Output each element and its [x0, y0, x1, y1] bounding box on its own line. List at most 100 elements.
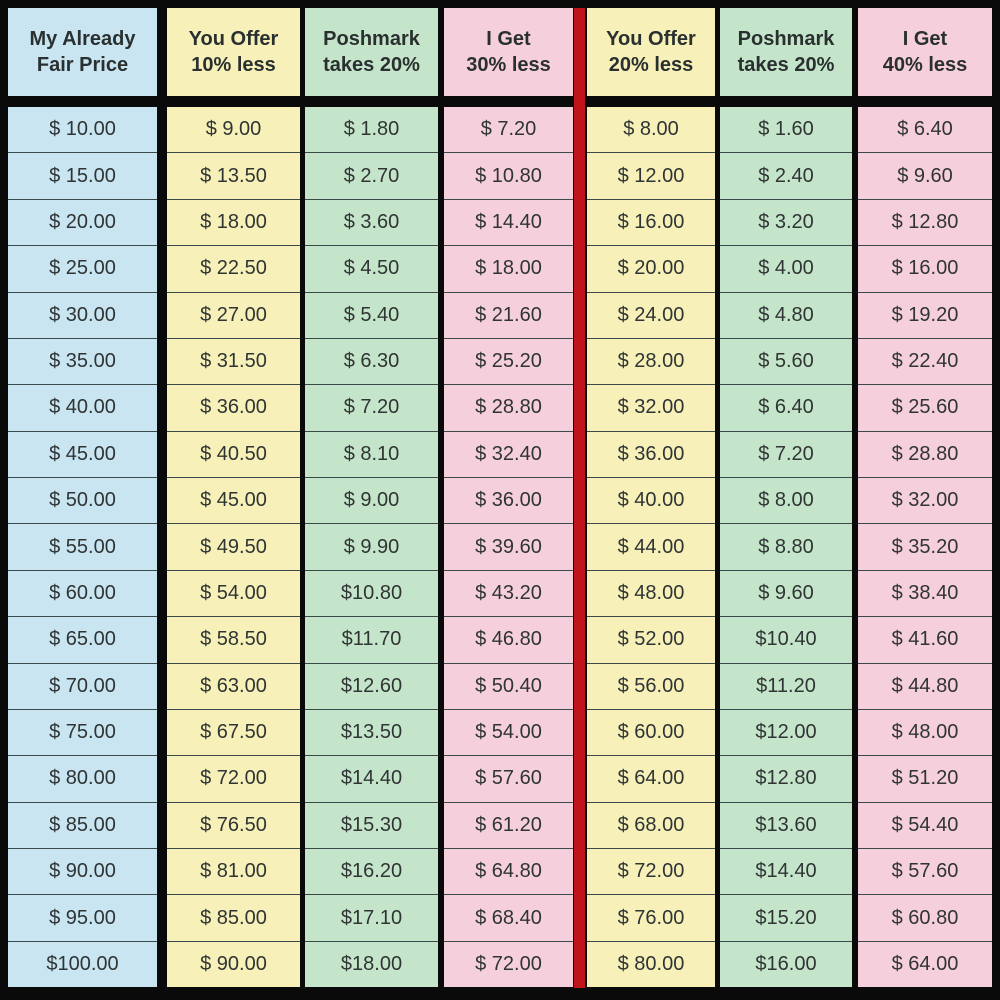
table-cell: $ 61.20 — [444, 803, 573, 849]
column-header: Poshmark takes 20% — [720, 8, 852, 96]
column-poshmark-fee-20: Poshmark takes 20% $ 1.60 $ 2.40 $ 3.20 $ 4.… — [720, 0, 852, 1000]
column-fair-price: My Already Fair Price $ 10.00 $ 15.00 $ 20.… — [8, 0, 157, 1000]
table-cell: $ 85.00 — [8, 803, 157, 849]
table-cell: $ 55.00 — [8, 524, 157, 571]
table-cell: $10.80 — [305, 571, 438, 618]
table-cell: $ 3.20 — [720, 200, 852, 247]
table-cell: $ 64.00 — [587, 756, 715, 803]
column-poshmark-fee-10: Poshmark takes 20% $ 1.80 $ 2.70 $ 3.60 $ 4.… — [305, 0, 438, 1000]
table-cell: $ 22.40 — [858, 339, 992, 386]
table-cell: $ 95.00 — [8, 895, 157, 942]
table-cell: $ 40.00 — [587, 478, 715, 525]
table-cell: $11.20 — [720, 664, 852, 710]
table-cell: $ 31.50 — [167, 339, 300, 386]
table-cell: $ 72.00 — [587, 849, 715, 896]
table-cell: $ 16.00 — [587, 200, 715, 247]
table-cell: $ 32.00 — [587, 385, 715, 432]
table-cell: $ 9.60 — [720, 571, 852, 618]
table-cell: $ 36.00 — [587, 432, 715, 478]
table-cell: $ 56.00 — [587, 664, 715, 710]
column-i-get-30: I Get 30% less $ 7.20 $ 10.80 $ 14.40 $ 18.0… — [444, 0, 573, 1000]
table-cell: $ 40.50 — [167, 432, 300, 478]
table-cell: $ 10.80 — [444, 153, 573, 200]
table-cell: $ 60.00 — [587, 710, 715, 757]
table-cell: $ 16.00 — [858, 246, 992, 293]
table-cell: $ 68.40 — [444, 895, 573, 942]
table-cell: $ 80.00 — [617, 952, 685, 975]
table-cell: $15.30 — [305, 803, 438, 849]
table-cell: $ 15.00 — [8, 153, 157, 200]
table-cell: $ 6.40 — [720, 385, 852, 432]
table-cell: $ 51.20 — [858, 756, 992, 803]
table-cell: $ 90.00 — [8, 849, 157, 896]
table-cell: $12.00 — [720, 710, 852, 757]
table-cell: $ 6.40 — [858, 107, 992, 154]
table-cell: $12.80 — [720, 756, 852, 803]
table-cell: $12.60 — [305, 664, 438, 710]
table-cell: $ 57.60 — [858, 849, 992, 896]
table-cell: $11.70 — [305, 617, 438, 664]
table-cell: $ 63.00 — [167, 664, 300, 710]
table-cell: $ 13.50 — [167, 153, 300, 200]
table-cell: $ 2.70 — [305, 153, 438, 200]
table-cell: $ 32.40 — [444, 432, 573, 478]
table-cell: $ 90.00 — [200, 952, 267, 975]
table-cell: $ 80.00 — [8, 756, 157, 803]
table-cell: $ 57.60 — [444, 756, 573, 803]
table-cell: $ 38.40 — [858, 571, 992, 618]
table-cell: $13.60 — [720, 803, 852, 849]
table-cell: $ 75.00 — [8, 710, 157, 757]
table-cell: $ 40.00 — [8, 385, 157, 432]
column-header: I Get 40% less — [858, 8, 992, 96]
table-cell: $ 50.40 — [444, 664, 573, 710]
table-cell: $14.40 — [305, 756, 438, 803]
table-cell: $ 32.00 — [858, 478, 992, 525]
table-cell: $ 7.20 — [444, 107, 573, 154]
table-cell: $ 28.80 — [444, 385, 573, 432]
table-cell: $ 7.20 — [305, 385, 438, 432]
table-cell: $ 48.00 — [858, 710, 992, 757]
table-cell: $ 9.00 — [167, 107, 300, 154]
table-cell: $ 22.50 — [167, 246, 300, 293]
table-cell: $ 54.00 — [167, 571, 300, 618]
table-cell: $ 8.80 — [720, 524, 852, 571]
table-cell: $ 25.00 — [8, 246, 157, 293]
table-cell: $18.00 — [340, 952, 403, 975]
table-cell: $ 28.00 — [587, 339, 715, 386]
table-cell: $ 45.00 — [167, 478, 300, 525]
table-cell: $ 8.10 — [305, 432, 438, 478]
table-cell: $ 64.80 — [444, 849, 573, 896]
table-cell: $ 35.00 — [8, 339, 157, 386]
table-cell: $ 36.00 — [167, 385, 300, 432]
table-cell: $ 60.00 — [8, 571, 157, 618]
table-cell: $ 41.60 — [858, 617, 992, 664]
table-cell: $ 46.80 — [444, 617, 573, 664]
table-cell: $ 25.20 — [444, 339, 573, 386]
column-body: $ 6.40 $ 9.60 $ 12.80 $ 16.00 $ 19.20 $ 22.40… — [858, 107, 992, 987]
table-cell: $ 44.00 — [587, 524, 715, 571]
table-cell: $ 81.00 — [167, 849, 300, 896]
column-body: $ 7.20 $ 10.80 $ 14.40 $ 18.00 $ 21.60 $ 25.2… — [444, 107, 573, 987]
table-cell: $ 5.60 — [720, 339, 852, 386]
table-cell: $ 68.00 — [587, 803, 715, 849]
table-cell: $ 6.30 — [305, 339, 438, 386]
table-cell: $ 25.60 — [858, 385, 992, 432]
table-cell: $ 2.40 — [720, 153, 852, 200]
table-cell: $ 9.90 — [305, 524, 438, 571]
table-cell: $ 48.00 — [587, 571, 715, 618]
table-cell: $14.40 — [720, 849, 852, 896]
table-cell: $13.50 — [305, 710, 438, 757]
table-cell: $17.10 — [305, 895, 438, 942]
table-cell: $ 72.00 — [475, 952, 542, 975]
table-cell: $ 45.00 — [8, 432, 157, 478]
column-body: $ 9.00 $ 13.50 $ 18.00 $ 22.50 $ 27.00 $ 31.5… — [167, 107, 300, 987]
table-cell: $ 12.00 — [587, 153, 715, 200]
table-cell: $16.00 — [755, 952, 817, 975]
table-cell: $15.20 — [720, 895, 852, 942]
column-header: My Already Fair Price — [8, 8, 157, 96]
table-cell: $ 36.00 — [444, 478, 573, 525]
column-body: $ 1.60 $ 2.40 $ 3.20 $ 4.00 $ 4.80 $ 5.60 $ 6.… — [720, 107, 852, 987]
column-header: I Get 30% less — [444, 8, 573, 96]
table-cell: $ 24.00 — [587, 293, 715, 339]
column-body: $ 8.00 $ 12.00 $ 16.00 $ 20.00 $ 24.00 $ 28.0… — [587, 107, 715, 987]
